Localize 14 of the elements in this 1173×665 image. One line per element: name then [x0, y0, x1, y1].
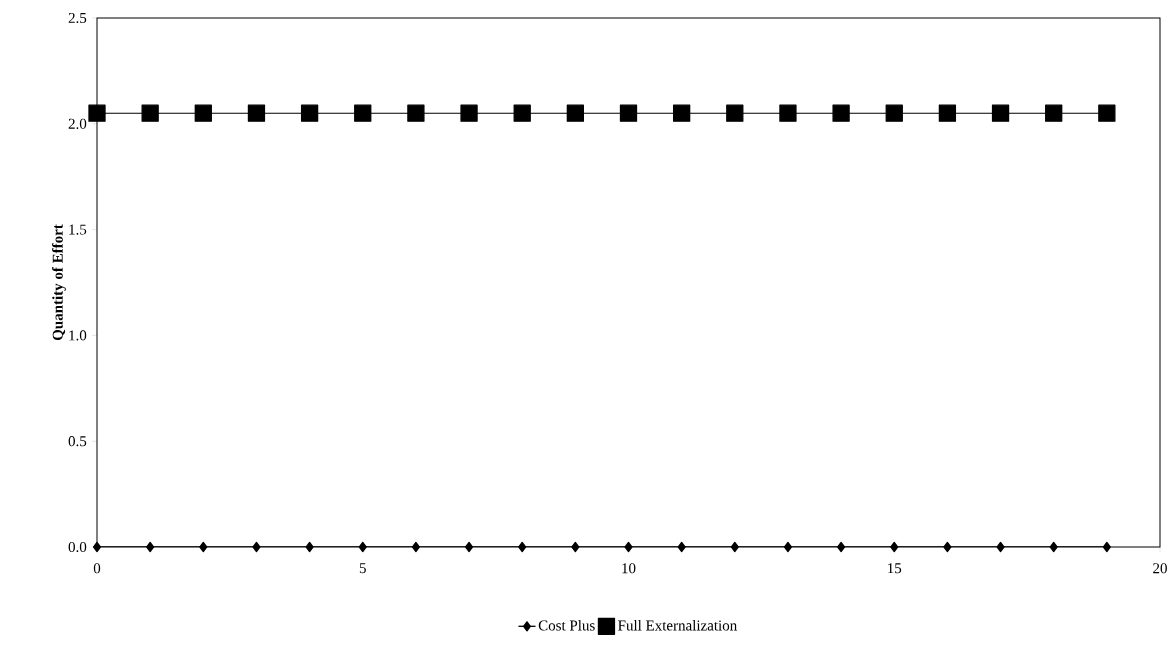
y-tick-label: 2.0 — [68, 118, 87, 129]
x-tick-label: 5 — [359, 563, 366, 574]
y-tick-label: 0.5 — [68, 436, 87, 447]
y-tick-label: 1.0 — [69, 330, 87, 341]
legend-label: Cost Plus — [538, 619, 595, 631]
y-tick-label: 0.0 — [68, 541, 87, 553]
x-tick-label: 20 — [1153, 563, 1167, 574]
y-axis-title: Quantity of Effort — [52, 224, 66, 341]
x-tick-label: 0 — [93, 563, 101, 574]
x-tick-label: 10 — [622, 563, 636, 574]
y-tick-label: 2.5 — [68, 12, 87, 24]
x-tick-label: 15 — [888, 563, 902, 574]
y-tick-label: 1.5 — [69, 224, 87, 235]
legend-label: Full Externalization — [618, 619, 737, 631]
